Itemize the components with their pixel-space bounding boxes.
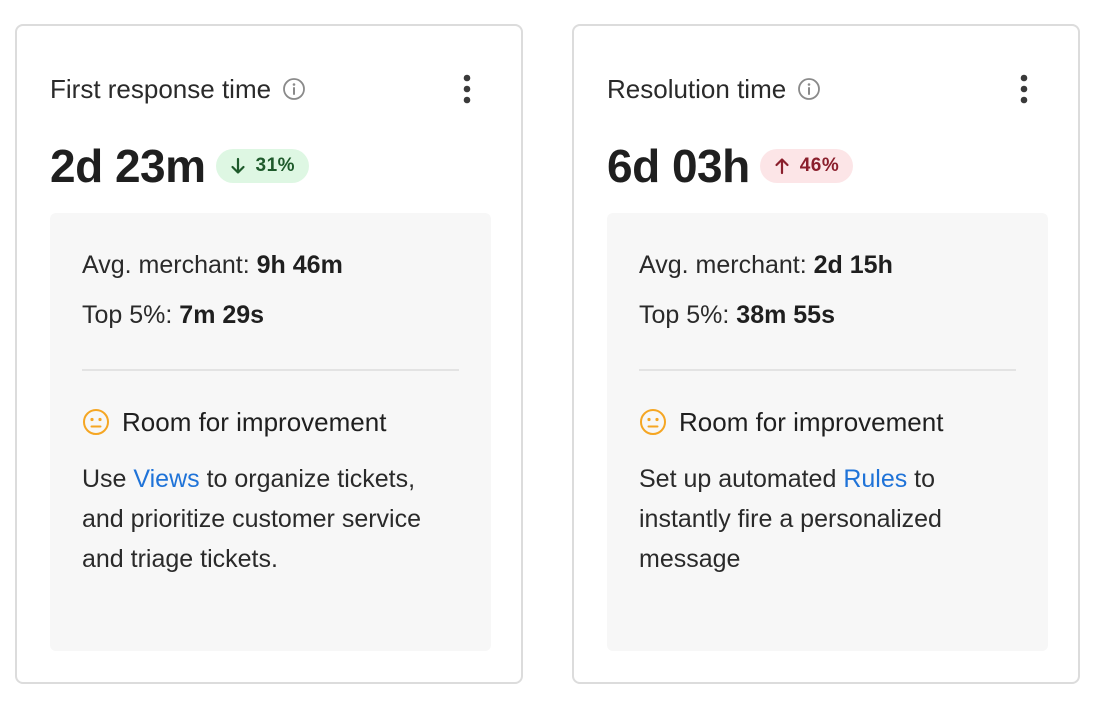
metric-row: 6d 03h 46%: [607, 136, 854, 196]
more-vertical-icon: [463, 74, 471, 104]
trend-percent: 46%: [799, 155, 840, 176]
top5-value: 7m 29s: [179, 301, 265, 329]
avg-merchant-value: 9h 46m: [256, 251, 343, 279]
card-title: Resolution time: [607, 73, 787, 104]
top5-value: 38m 55s: [736, 301, 835, 329]
advice-text-before: Use: [82, 465, 134, 493]
rules-link[interactable]: Rules: [843, 465, 908, 493]
advice-text-after: to instantly fire a personalized message: [639, 465, 942, 573]
trend-badge: 46%: [759, 149, 854, 183]
info-icon[interactable]: [282, 77, 306, 101]
arrow-up-icon: [774, 157, 790, 175]
neutral-face-icon: [82, 408, 110, 436]
neutral-face-icon: [639, 408, 667, 436]
card-header: First response time: [50, 71, 488, 107]
benchmark-panel: Avg. merchant: 2d 15h Top 5%: 38m 55s Ro…: [607, 213, 1048, 651]
arrow-down-icon: [230, 157, 246, 175]
more-options-button[interactable]: [452, 71, 482, 107]
avg-merchant-label: Avg. merchant:: [82, 251, 250, 279]
avg-merchant-label: Avg. merchant:: [639, 251, 807, 279]
advice-text-before: Set up automated: [639, 465, 844, 493]
metric-value: 2d 23m: [50, 140, 206, 192]
top5-line: Top 5%: 7m 29s: [82, 301, 264, 330]
info-icon[interactable]: [797, 77, 821, 101]
benchmark-panel: Avg. merchant: 9h 46m Top 5%: 7m 29s Roo…: [50, 213, 491, 651]
advice-header: Room for improvement: [82, 406, 386, 438]
advice-text: Use Views to organize tickets, and prior…: [82, 459, 461, 579]
avg-merchant-value: 2d 15h: [813, 251, 893, 279]
avg-merchant-line: Avg. merchant: 9h 46m: [82, 251, 343, 280]
advice-title: Room for improvement: [679, 406, 944, 437]
advice-text: Set up automated Rules to instantly fire…: [639, 459, 1018, 579]
metric-card-resolution: Resolution time 6d 03h 46% Avg. merchant…: [572, 24, 1080, 684]
top5-label: Top 5%:: [639, 301, 730, 329]
metric-row: 2d 23m 31%: [50, 136, 310, 196]
card-header: Resolution time: [607, 71, 1045, 107]
avg-merchant-line: Avg. merchant: 2d 15h: [639, 251, 893, 280]
more-vertical-icon: [1020, 74, 1028, 104]
advice-title: Room for improvement: [122, 406, 387, 437]
card-title: First response time: [50, 73, 272, 104]
more-options-button[interactable]: [1009, 71, 1039, 107]
advice-text-after: to organize tickets, and prioritize cust…: [82, 465, 422, 573]
metric-value: 6d 03h: [607, 140, 750, 192]
advice-header: Room for improvement: [639, 406, 943, 438]
trend-badge: 31%: [215, 149, 310, 183]
divider: [639, 369, 1016, 371]
top5-label: Top 5%:: [82, 301, 173, 329]
top5-line: Top 5%: 38m 55s: [639, 301, 835, 330]
divider: [82, 369, 459, 371]
trend-percent: 31%: [255, 155, 296, 176]
views-link[interactable]: Views: [133, 465, 200, 493]
metric-card-first-response: First response time 2d 23m 31% Avg. merc…: [15, 24, 523, 684]
